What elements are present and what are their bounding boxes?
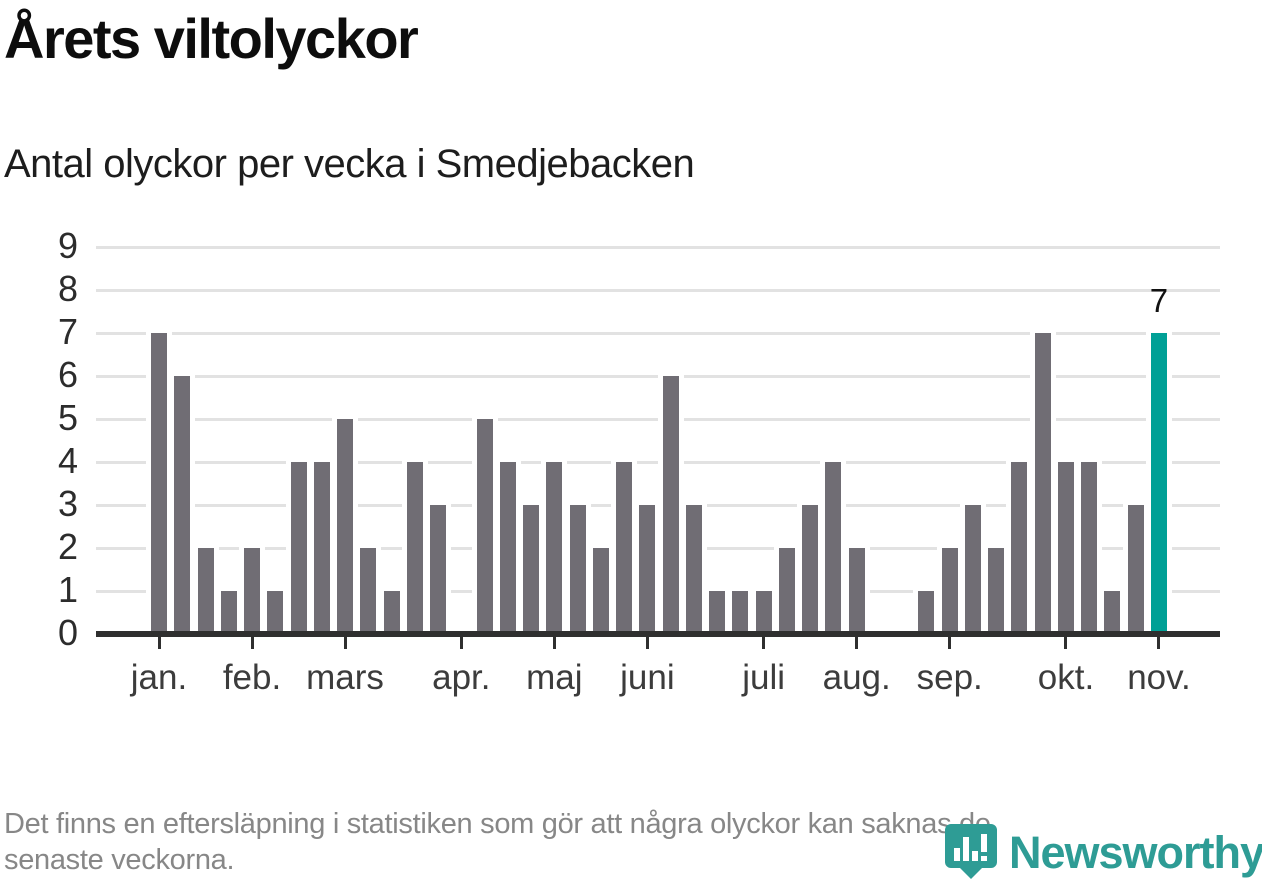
x-axis-label-feb: feb. — [222, 658, 282, 697]
x-axis-label-jan: jan. — [130, 658, 188, 697]
bar-week-11 — [378, 586, 405, 639]
bar-week-3 — [192, 543, 219, 639]
x-axis-label-aug: aug. — [822, 658, 891, 697]
bar-week-43 — [1122, 500, 1149, 639]
bar-week-17 — [518, 500, 545, 639]
x-axis-tick-juli — [762, 637, 766, 649]
gridline-y-3 — [96, 504, 1220, 507]
bar-week-9 — [332, 414, 359, 639]
y-axis-label-6: 6 — [57, 354, 78, 395]
bar-week-39 — [1029, 328, 1056, 639]
x-axis-tick-juni — [645, 637, 649, 649]
bar-week-38 — [1006, 457, 1033, 639]
highlight-value-label: 7 — [1149, 282, 1169, 319]
bar-week-25 — [704, 586, 731, 639]
y-axis-label-3: 3 — [57, 483, 78, 524]
bar-week-22 — [634, 500, 661, 639]
chart-footnote: Det finns en eftersläpning i statistiken… — [4, 806, 991, 878]
gridline-y-8 — [96, 289, 1220, 292]
bar-week-20 — [587, 543, 614, 639]
x-axis-line — [96, 631, 1220, 637]
bar-week-4 — [215, 586, 242, 639]
gridline-y-5 — [96, 418, 1220, 421]
bar-week-37 — [983, 543, 1010, 639]
x-axis-tick-mars — [343, 637, 347, 649]
bar-week-31 — [843, 543, 870, 639]
x-axis-label-nov: nov. — [1127, 658, 1191, 697]
x-axis-label-juli: juli — [742, 658, 786, 697]
bar-week-27 — [750, 586, 777, 639]
x-axis-tick-feb — [250, 637, 254, 649]
newsworthy-pin-barchart-icon — [945, 824, 997, 879]
y-axis-label-2: 2 — [57, 526, 78, 567]
footnote-line-1: Det finns en eftersläpning i statistiken… — [4, 808, 991, 840]
x-axis-label-maj: maj — [526, 658, 583, 697]
chart-subtitle: Antal olyckor per vecka i Smedjebacken — [4, 142, 695, 186]
bar-week-12 — [401, 457, 428, 639]
bar-week-18 — [541, 457, 568, 639]
bar-week-34 — [913, 586, 940, 639]
x-axis-label-sep: sep. — [916, 658, 983, 697]
bar-week-41 — [1076, 457, 1103, 639]
y-axis-label-8: 8 — [57, 268, 78, 309]
bar-week-42 — [1099, 586, 1126, 639]
bar-week-23 — [657, 371, 684, 639]
bar-week-19 — [564, 500, 591, 639]
x-axis-label-mars: mars — [306, 658, 384, 697]
footnote-line-2: senaste veckorna. — [4, 844, 235, 876]
y-axis-label-7: 7 — [57, 311, 78, 352]
bar-week-21 — [611, 457, 638, 639]
gridline-y-1 — [96, 590, 1220, 593]
x-axis-tick-aug — [855, 637, 859, 649]
gridline-y-9 — [96, 246, 1220, 249]
bar-week-8 — [308, 457, 335, 639]
bar-week-36 — [959, 500, 986, 639]
x-axis-label-apr: apr. — [432, 658, 491, 697]
x-axis-tick-okt — [1064, 637, 1068, 649]
bar-week-10 — [355, 543, 382, 639]
x-axis-tick-nov — [1157, 637, 1161, 649]
page-title: Årets viltolyckor — [4, 7, 419, 70]
bar-week-30 — [820, 457, 847, 639]
gridline-y-2 — [96, 547, 1220, 550]
bar-week-13 — [425, 500, 452, 639]
y-axis-label-4: 4 — [57, 440, 78, 481]
bar-week-1 — [146, 328, 172, 639]
bar-week-6 — [262, 586, 289, 639]
bar-week-29 — [797, 500, 824, 639]
x-axis-label-juni: juni — [620, 658, 675, 697]
bar-week-40 — [1052, 457, 1079, 639]
bar-week-44 — [1145, 328, 1172, 639]
x-axis-tick-maj — [552, 637, 556, 649]
plot-area: 0 1 2 3 4 5 6 7 8 9 jan. feb. mars apr. maj juni juli aug… — [57, 225, 1220, 697]
bar-week-2 — [169, 371, 196, 639]
bar-week-35 — [936, 543, 963, 639]
x-axis-tick-jan — [157, 637, 161, 649]
bar-week-5 — [239, 543, 266, 639]
x-axis-tick-apr — [459, 637, 463, 649]
newsworthy-logo: Newsworthy — [945, 824, 1262, 879]
bar-week-28 — [773, 543, 800, 639]
newsworthy-wordmark: Newsworthy — [1009, 826, 1262, 878]
bar-week-15 — [471, 414, 498, 639]
bar-week-7 — [285, 457, 312, 639]
bar-week-16 — [494, 457, 521, 639]
gridline-y-7 — [96, 332, 1220, 335]
bar-week-26 — [727, 586, 754, 639]
x-axis-tick-sep — [948, 637, 952, 649]
y-axis-label-9: 9 — [57, 225, 78, 266]
gridline-y-4 — [96, 461, 1220, 464]
y-axis-label-0: 0 — [57, 612, 78, 653]
y-axis-label-5: 5 — [57, 397, 78, 438]
bar-week-24 — [680, 500, 707, 639]
gridline-y-6 — [96, 375, 1220, 378]
x-axis-label-okt: okt. — [1037, 658, 1095, 697]
y-axis-label-1: 1 — [57, 569, 78, 610]
